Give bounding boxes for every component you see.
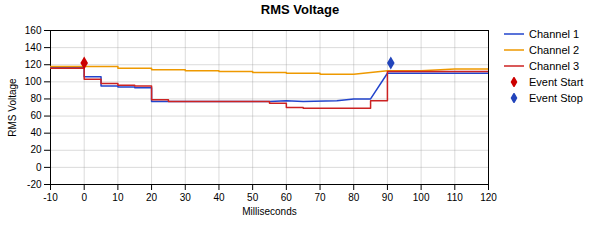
svg-text:50: 50: [247, 192, 259, 203]
svg-text:80: 80: [30, 93, 42, 104]
svg-text:70: 70: [314, 192, 326, 203]
html-text:Event Start: Event Start: [529, 76, 584, 88]
svg-text:10: 10: [112, 192, 124, 203]
html-text:Channel 3: Channel 3: [529, 60, 580, 72]
svg-text:RMS Voltage: RMS Voltage: [7, 78, 18, 137]
svg-text:160: 160: [25, 25, 42, 36]
html-text:Event Stop: Event Stop: [529, 92, 583, 104]
svg-text:40: 40: [30, 127, 42, 138]
html-text:Channel 1: Channel 1: [529, 28, 580, 40]
svg-text:0: 0: [36, 162, 42, 173]
svg-text:100: 100: [413, 192, 430, 203]
svg-text:-10: -10: [43, 192, 58, 203]
svg-text:90: 90: [382, 192, 394, 203]
svg-text:60: 60: [281, 192, 293, 203]
svg-text:120: 120: [25, 59, 42, 70]
svg-text:100: 100: [25, 76, 42, 87]
svg-text:40: 40: [213, 192, 225, 203]
svg-text:80: 80: [348, 192, 360, 203]
svg-text:30: 30: [180, 192, 192, 203]
svg-text:20: 20: [30, 144, 42, 155]
svg-text:20: 20: [146, 192, 158, 203]
svg-text:0: 0: [81, 192, 87, 203]
svg-text:120: 120: [480, 192, 497, 203]
svg-text:Milliseconds: Milliseconds: [242, 206, 296, 217]
svg-text:140: 140: [25, 42, 42, 53]
svg-text:-20: -20: [27, 179, 42, 190]
svg-text:110: 110: [447, 192, 463, 203]
html-text:RMS Voltage: RMS Voltage: [260, 2, 340, 17]
svg-text:60: 60: [30, 110, 42, 121]
html-text:Channel 2: Channel 2: [529, 44, 580, 56]
